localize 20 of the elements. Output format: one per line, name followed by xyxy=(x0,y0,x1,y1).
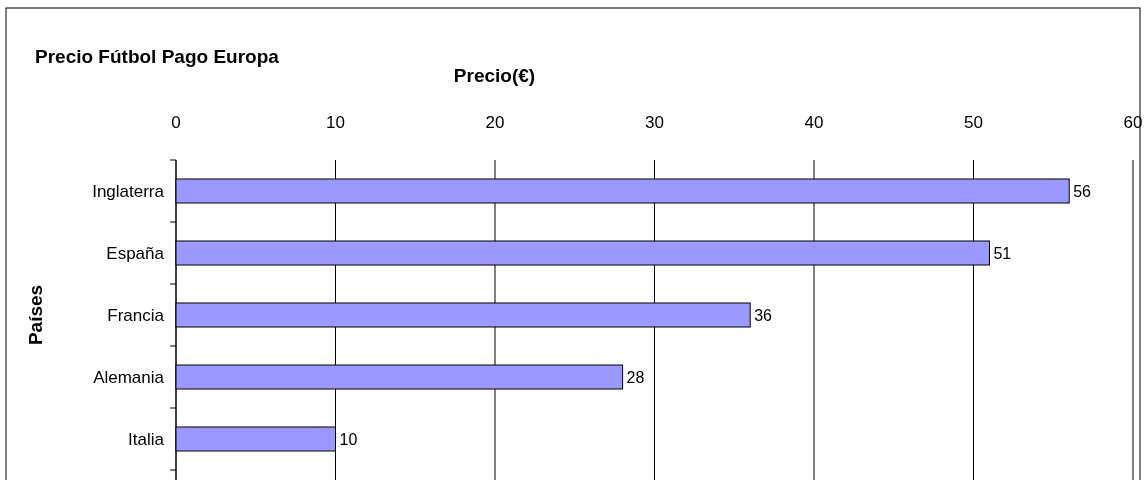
x-tick-label: 50 xyxy=(964,113,983,132)
x-tick-label: 20 xyxy=(485,113,505,132)
x-tick-label: 10 xyxy=(326,113,345,132)
data-label: 28 xyxy=(626,368,645,386)
y-tick-label: Francia xyxy=(107,305,165,325)
x-tick-label: 30 xyxy=(645,113,664,132)
chart-title: Precio Fútbol Pago Europa xyxy=(35,46,280,67)
x-axis-title: Precio(€) xyxy=(453,65,536,86)
y-tick-label: Inglaterra xyxy=(92,181,165,201)
y-tick-label: España xyxy=(106,243,165,263)
data-label: 10 xyxy=(339,430,358,448)
data-label: 36 xyxy=(754,306,773,324)
x-tick-label: 0 xyxy=(171,113,181,132)
data-label: 51 xyxy=(993,244,1012,262)
y-tick-label: Alemania xyxy=(93,367,165,387)
y-axis-title: Países xyxy=(25,284,46,346)
y-tick-label: Italia xyxy=(128,429,165,449)
data-label: 56 xyxy=(1073,182,1092,200)
x-tick-label: 60 xyxy=(1123,113,1143,132)
x-tick-label: 40 xyxy=(804,113,824,132)
